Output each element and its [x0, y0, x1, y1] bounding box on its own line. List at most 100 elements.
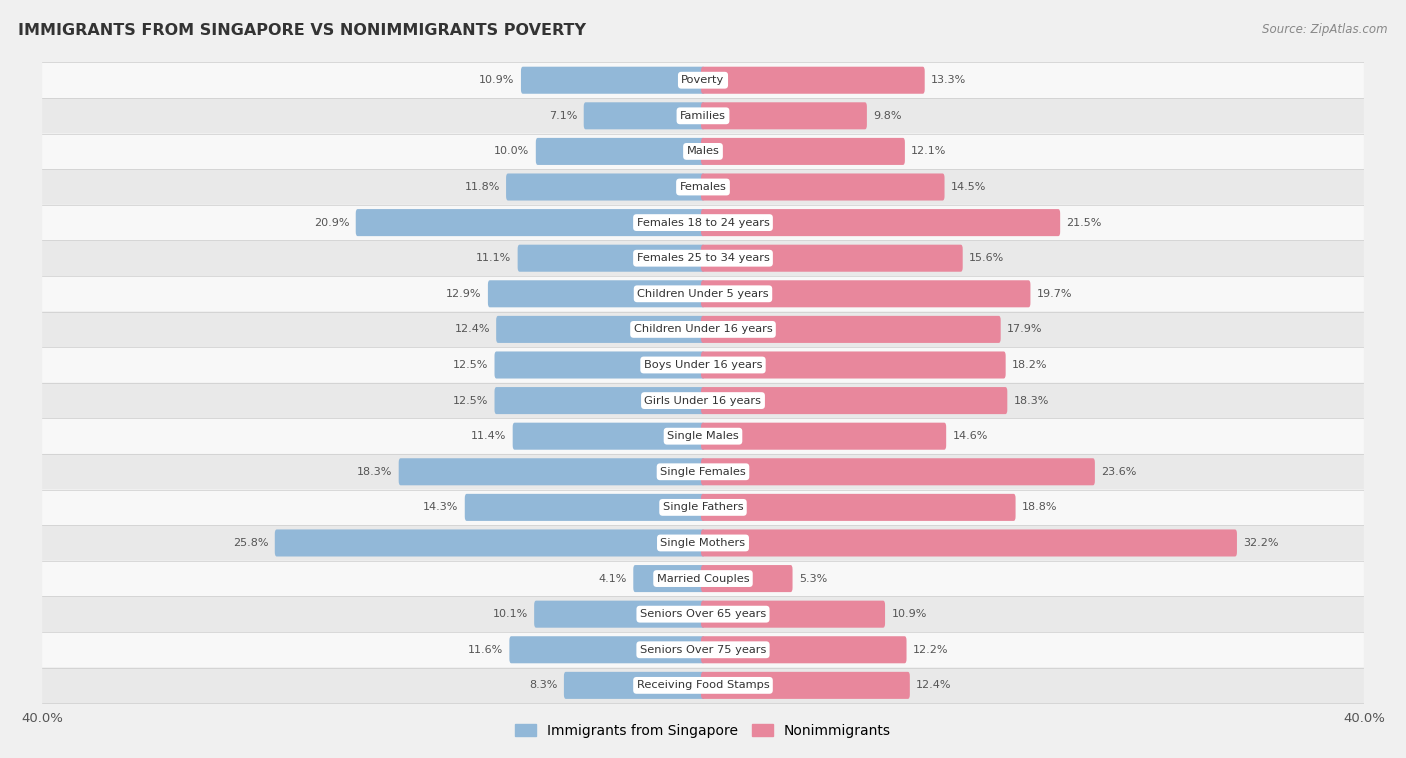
FancyBboxPatch shape [356, 209, 704, 236]
FancyBboxPatch shape [702, 529, 1237, 556]
FancyBboxPatch shape [702, 636, 907, 663]
FancyBboxPatch shape [488, 280, 704, 307]
Text: 12.2%: 12.2% [912, 645, 948, 655]
Text: Females 18 to 24 years: Females 18 to 24 years [637, 218, 769, 227]
FancyBboxPatch shape [509, 636, 704, 663]
Text: Poverty: Poverty [682, 75, 724, 85]
FancyBboxPatch shape [513, 423, 704, 449]
Text: 8.3%: 8.3% [529, 681, 558, 691]
FancyBboxPatch shape [702, 316, 1001, 343]
Text: Source: ZipAtlas.com: Source: ZipAtlas.com [1263, 23, 1388, 36]
Text: Children Under 16 years: Children Under 16 years [634, 324, 772, 334]
FancyBboxPatch shape [702, 423, 946, 449]
FancyBboxPatch shape [42, 668, 1364, 703]
Text: IMMIGRANTS FROM SINGAPORE VS NONIMMIGRANTS POVERTY: IMMIGRANTS FROM SINGAPORE VS NONIMMIGRAN… [18, 23, 586, 38]
Text: 20.9%: 20.9% [314, 218, 350, 227]
FancyBboxPatch shape [42, 418, 1364, 454]
FancyBboxPatch shape [702, 672, 910, 699]
FancyBboxPatch shape [506, 174, 704, 201]
FancyBboxPatch shape [42, 133, 1364, 169]
FancyBboxPatch shape [274, 529, 704, 556]
FancyBboxPatch shape [702, 174, 945, 201]
Text: 10.9%: 10.9% [479, 75, 515, 85]
FancyBboxPatch shape [465, 494, 704, 521]
Text: Seniors Over 65 years: Seniors Over 65 years [640, 609, 766, 619]
FancyBboxPatch shape [702, 245, 963, 271]
Text: 10.1%: 10.1% [492, 609, 527, 619]
FancyBboxPatch shape [517, 245, 704, 271]
FancyBboxPatch shape [702, 280, 1031, 307]
Text: 10.0%: 10.0% [495, 146, 530, 156]
FancyBboxPatch shape [633, 565, 704, 592]
FancyBboxPatch shape [42, 62, 1364, 98]
FancyBboxPatch shape [702, 494, 1015, 521]
FancyBboxPatch shape [495, 352, 704, 378]
FancyBboxPatch shape [399, 459, 704, 485]
FancyBboxPatch shape [42, 205, 1364, 240]
FancyBboxPatch shape [42, 383, 1364, 418]
FancyBboxPatch shape [702, 600, 884, 628]
Text: 14.6%: 14.6% [952, 431, 988, 441]
Text: Boys Under 16 years: Boys Under 16 years [644, 360, 762, 370]
Text: 19.7%: 19.7% [1036, 289, 1073, 299]
FancyBboxPatch shape [536, 138, 704, 165]
Text: Children Under 5 years: Children Under 5 years [637, 289, 769, 299]
Text: 11.4%: 11.4% [471, 431, 506, 441]
Text: 21.5%: 21.5% [1066, 218, 1102, 227]
FancyBboxPatch shape [495, 387, 704, 414]
Text: 17.9%: 17.9% [1007, 324, 1042, 334]
FancyBboxPatch shape [42, 98, 1364, 133]
FancyBboxPatch shape [564, 672, 704, 699]
FancyBboxPatch shape [42, 347, 1364, 383]
FancyBboxPatch shape [534, 600, 704, 628]
Text: 12.4%: 12.4% [454, 324, 489, 334]
Text: 15.6%: 15.6% [969, 253, 1004, 263]
FancyBboxPatch shape [702, 67, 925, 94]
Text: Single Females: Single Females [661, 467, 745, 477]
Text: 25.8%: 25.8% [233, 538, 269, 548]
Text: Females: Females [679, 182, 727, 192]
FancyBboxPatch shape [702, 138, 905, 165]
FancyBboxPatch shape [583, 102, 704, 130]
Text: Girls Under 16 years: Girls Under 16 years [644, 396, 762, 406]
Text: 7.1%: 7.1% [550, 111, 578, 121]
Text: 5.3%: 5.3% [799, 574, 827, 584]
FancyBboxPatch shape [702, 459, 1095, 485]
FancyBboxPatch shape [42, 240, 1364, 276]
FancyBboxPatch shape [702, 102, 868, 130]
FancyBboxPatch shape [42, 454, 1364, 490]
FancyBboxPatch shape [496, 316, 704, 343]
Legend: Immigrants from Singapore, Nonimmigrants: Immigrants from Singapore, Nonimmigrants [509, 718, 897, 743]
Text: 12.9%: 12.9% [446, 289, 482, 299]
FancyBboxPatch shape [702, 352, 1005, 378]
Text: 23.6%: 23.6% [1101, 467, 1136, 477]
Text: 4.1%: 4.1% [599, 574, 627, 584]
Text: 14.5%: 14.5% [950, 182, 986, 192]
Text: Married Couples: Married Couples [657, 574, 749, 584]
Text: 11.1%: 11.1% [477, 253, 512, 263]
Text: 14.3%: 14.3% [423, 503, 458, 512]
FancyBboxPatch shape [42, 525, 1364, 561]
Text: 12.5%: 12.5% [453, 396, 488, 406]
Text: 11.6%: 11.6% [468, 645, 503, 655]
Text: Families: Families [681, 111, 725, 121]
FancyBboxPatch shape [42, 169, 1364, 205]
FancyBboxPatch shape [42, 561, 1364, 597]
Text: 12.5%: 12.5% [453, 360, 488, 370]
Text: Single Fathers: Single Fathers [662, 503, 744, 512]
FancyBboxPatch shape [42, 597, 1364, 632]
FancyBboxPatch shape [42, 490, 1364, 525]
Text: 13.3%: 13.3% [931, 75, 966, 85]
Text: Males: Males [686, 146, 720, 156]
Text: Single Mothers: Single Mothers [661, 538, 745, 548]
Text: 18.2%: 18.2% [1012, 360, 1047, 370]
Text: 18.3%: 18.3% [1014, 396, 1049, 406]
FancyBboxPatch shape [42, 276, 1364, 312]
Text: 10.9%: 10.9% [891, 609, 927, 619]
Text: 12.1%: 12.1% [911, 146, 946, 156]
FancyBboxPatch shape [42, 312, 1364, 347]
Text: 18.8%: 18.8% [1022, 503, 1057, 512]
Text: 11.8%: 11.8% [464, 182, 499, 192]
FancyBboxPatch shape [702, 209, 1060, 236]
Text: Single Males: Single Males [666, 431, 740, 441]
